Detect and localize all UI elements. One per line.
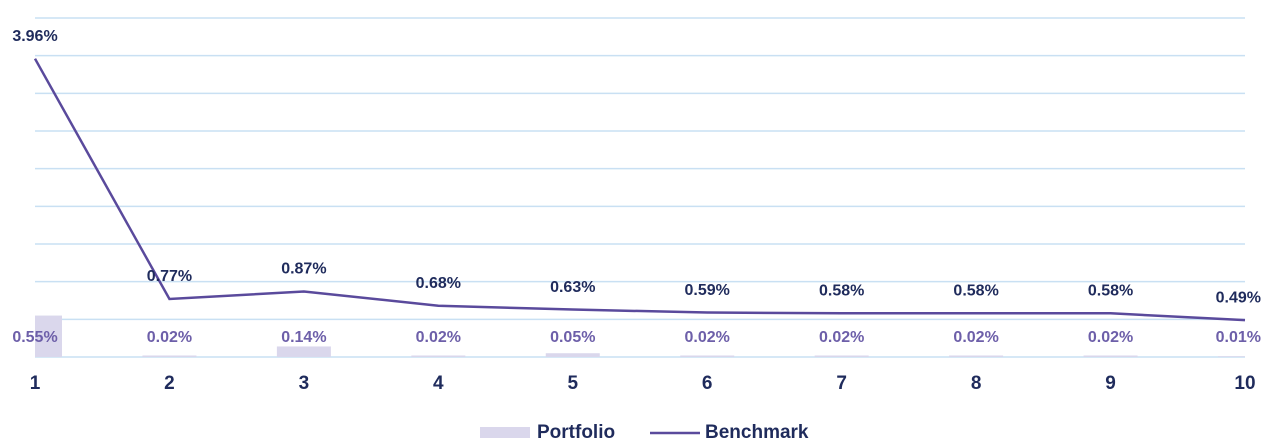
line-value-label: 0.58% <box>1088 283 1133 300</box>
bar-value-label: 0.55% <box>12 329 57 346</box>
bar <box>545 353 600 357</box>
bar-value-label: 0.02% <box>819 329 864 346</box>
bar <box>142 355 197 357</box>
x-tick-label: 4 <box>433 373 444 394</box>
bar <box>276 346 331 357</box>
bar <box>1083 355 1138 357</box>
bar <box>814 355 869 357</box>
x-tick-label: 10 <box>1234 373 1255 394</box>
line-value-label: 0.59% <box>685 282 730 299</box>
x-tick-label: 8 <box>971 373 982 394</box>
bar <box>35 315 62 357</box>
bar-value-label: 0.02% <box>953 329 998 346</box>
bar <box>949 355 1004 357</box>
bar-value-label: 0.14% <box>281 329 326 346</box>
line-value-label: 0.58% <box>819 283 864 300</box>
x-tick-label: 7 <box>836 373 847 394</box>
bars <box>35 315 1245 357</box>
bar <box>411 355 466 357</box>
bar-value-label: 0.05% <box>550 329 595 346</box>
bar-value-label: 0.02% <box>416 329 461 346</box>
line-value-label: 0.77% <box>147 268 192 285</box>
line-value-label: 0.87% <box>281 261 326 278</box>
line-value-label: 3.96% <box>12 28 57 45</box>
x-tick-label: 1 <box>30 373 41 394</box>
legend-swatch <box>480 427 530 438</box>
line-value-label: 0.58% <box>953 283 998 300</box>
bar-value-label: 0.02% <box>147 329 192 346</box>
x-tick-label: 6 <box>702 373 713 394</box>
bar <box>680 355 735 357</box>
line-value-label: 0.68% <box>416 275 461 292</box>
x-tick-label: 2 <box>164 373 175 394</box>
line-value-label: 0.63% <box>550 279 595 296</box>
bar <box>1218 356 1245 357</box>
bar-value-label: 0.01% <box>1216 329 1261 346</box>
legend-label: Portfolio <box>537 422 615 441</box>
line-value-label: 0.49% <box>1216 289 1261 306</box>
line <box>33 58 1246 322</box>
x-tick-label: 5 <box>567 373 578 394</box>
legend-label: Benchmark <box>705 422 809 441</box>
bar-value-label: 0.02% <box>685 329 730 346</box>
bar-value-label: 0.02% <box>1088 329 1133 346</box>
x-tick-label: 9 <box>1105 373 1116 394</box>
x-tick-label: 3 <box>299 373 310 394</box>
